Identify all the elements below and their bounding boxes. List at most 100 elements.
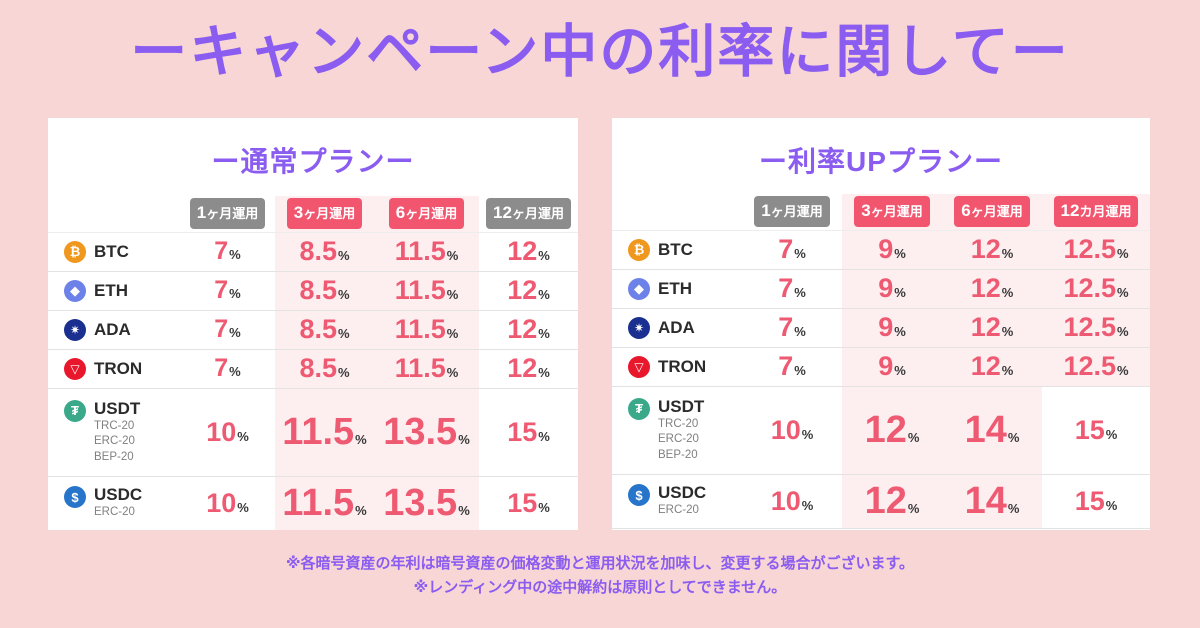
tron-icon: ▽	[64, 357, 86, 380]
percent-sign: %	[794, 324, 806, 339]
rate-cell: 15%	[1042, 386, 1150, 475]
footer-note-1: ※各暗号資産の年利は暗号資産の価格変動と運用状況を加味し、変更する場合がございま…	[285, 555, 915, 572]
rate-cell: 12%	[479, 349, 578, 389]
rate-cell: 12%	[479, 310, 578, 350]
rate-cell: 12%	[479, 271, 578, 311]
percent-sign: %	[1117, 246, 1129, 261]
coin-network: TRC-20	[94, 419, 135, 432]
rate-cell: 11.5%	[374, 310, 479, 350]
percent-sign: %	[1117, 285, 1129, 300]
rate-cell: 8.5%	[275, 271, 374, 311]
footer-note-2: ※レンディング中の途中解約は原則としてできません。	[413, 579, 787, 597]
percent-sign: %	[229, 286, 241, 301]
btc-icon: ₿	[628, 238, 650, 261]
percent-sign: %	[894, 363, 906, 378]
rate-cell: 14%	[942, 386, 1042, 475]
percent-sign: %	[237, 428, 249, 444]
header-unit: ヶ月運用	[206, 206, 259, 222]
rate-cell: 12%	[942, 269, 1042, 309]
plan-title-normal: ー通常プランー	[211, 146, 415, 177]
plan-card-rate-up: ー利率UPプランー 1ヶ月運用 3ヶ月運用 6ヶ月運用	[612, 118, 1150, 530]
header-cell-6m: 6ヶ月運用	[374, 196, 479, 233]
usdc-icon: $	[628, 484, 650, 507]
header-unit: ヶ月運用	[770, 204, 823, 220]
percent-sign: %	[794, 285, 806, 300]
table-row: ◆ ETH 7% 9% 12% 12.5%	[612, 269, 1150, 309]
rate-cell: 10%	[742, 386, 842, 475]
coin-name: ADA	[658, 317, 695, 337]
table-row: ₿ BTC 7% 9% 12% 12.5%	[612, 230, 1150, 270]
rate-cell: 12%	[942, 308, 1042, 348]
coin-network: ERC-20	[94, 506, 135, 519]
rate-cell: 7%	[180, 349, 275, 389]
percent-sign: %	[1001, 246, 1014, 261]
percent-sign: %	[229, 325, 241, 340]
percent-sign: %	[801, 426, 814, 442]
rate-cell: 11.5%	[374, 349, 479, 389]
rate-cell: 11.5%	[275, 476, 374, 530]
coin-name: ETH	[658, 278, 692, 298]
header-cell-12m: 12ヶ月運用	[479, 196, 578, 233]
rate-cell: 14%	[942, 474, 1042, 529]
table-row: ✷ ADA 7% 9% 12% 12.5%	[612, 308, 1150, 348]
header-unit: カ月運用	[1079, 204, 1132, 220]
header-cell-1m: 1ヶ月運用	[742, 194, 842, 231]
percent-sign: %	[337, 248, 350, 263]
coin-name: ETH	[94, 280, 128, 300]
coin-name: TRON	[94, 358, 143, 378]
rate-cell: 10%	[742, 474, 842, 529]
header-num: 1	[761, 201, 771, 221]
percent-sign: %	[1007, 500, 1020, 516]
rate-cell: 15%	[1042, 474, 1150, 529]
coin-cell-eth: ◆ ETH	[48, 271, 180, 311]
header-num: 6	[395, 203, 406, 223]
eth-icon: ◆	[628, 277, 650, 300]
coin-cell-usdc: $ USDC ERC-20	[48, 476, 180, 530]
coin-network: TRC-20	[658, 417, 699, 430]
coin-name: USDT	[94, 398, 141, 418]
rate-cell: 15%	[479, 476, 578, 530]
rate-cell: 13.5%	[374, 476, 479, 530]
header-num: 3	[293, 203, 304, 223]
table-header-row: 1ヶ月運用 3 ヶ月運用 6ヶ月運用 12ヶ月運用	[48, 196, 578, 233]
rate-cell: 12.5%	[1042, 230, 1150, 270]
rate-cell: 9%	[842, 269, 942, 309]
rate-cell: 11.5%	[275, 388, 374, 477]
rate-cell: 12%	[842, 386, 942, 475]
usdt-icon: ₮	[64, 399, 86, 422]
percent-sign: %	[1001, 324, 1014, 339]
rate-cell: 9%	[842, 347, 942, 387]
percent-sign: %	[1105, 497, 1118, 513]
coin-cell-tron: ▽ TRON	[48, 349, 180, 389]
rate-cell: 7%	[742, 347, 842, 387]
percent-sign: %	[446, 287, 459, 302]
table-row: ✷ ADA 7% 8.5% 11.5% 12%	[48, 310, 578, 350]
rate-cell: 12%	[942, 347, 1042, 387]
rate-cell: 8.5%	[275, 310, 374, 350]
header-cell-12m: 12カ月運用	[1042, 194, 1150, 231]
coin-network: ERC-20	[658, 504, 699, 517]
rate-cell: 12.5%	[1042, 308, 1150, 348]
rate-cell: 9%	[842, 230, 942, 270]
percent-sign: %	[1001, 285, 1014, 300]
coin-cell-usdt: ₮ USDT TRC-20 ERC-20 BEP-20	[48, 388, 180, 477]
percent-sign: %	[446, 326, 459, 341]
rate-cell: 8.5%	[275, 232, 374, 272]
table-row: $ USDC ERC-20 10% 11.5% 13.5% 15%	[48, 476, 578, 530]
percent-sign: %	[458, 431, 470, 447]
coin-name: TRON	[658, 356, 707, 376]
rate-cell: 15%	[479, 388, 578, 477]
plan-title-rate-up: ー利率UPプランー	[759, 146, 1003, 177]
coin-network: ERC-20	[658, 433, 699, 446]
header-cell-1m: 1ヶ月運用	[180, 196, 275, 233]
header-num: 12	[1060, 201, 1080, 221]
coin-network: BEP-20	[658, 448, 698, 461]
percent-sign: %	[337, 326, 350, 341]
rate-table-normal: 1ヶ月運用 3ヶ月運用 6ヶ月運用 12ヶ月運用 ₿ BTC	[48, 196, 578, 530]
table-row: ₮ USDT TRC-20 ERC-20 BEP-20 10% 11.5% 13…	[48, 388, 578, 477]
rate-cell: 12.5%	[1042, 269, 1150, 309]
rate-cell: 12%	[842, 474, 942, 529]
percent-sign: %	[538, 365, 550, 380]
percent-sign: %	[237, 499, 249, 515]
header-spacer	[48, 196, 180, 233]
